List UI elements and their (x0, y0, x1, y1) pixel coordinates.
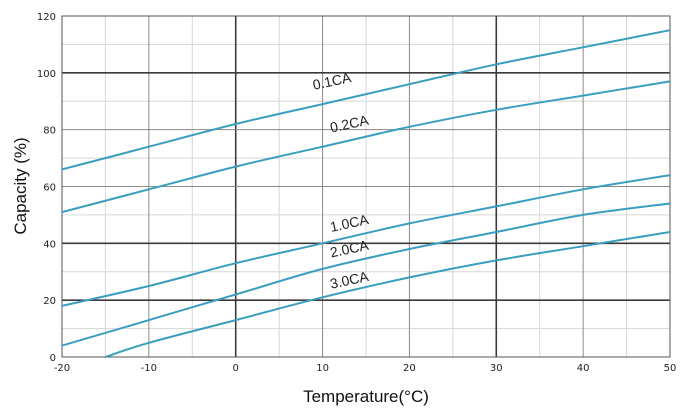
y-tick-label: 20 (43, 296, 56, 307)
x-tick-label: 0 (233, 363, 239, 374)
series-line-3.0CA (105, 231, 671, 358)
series-line-2.0CA (61, 202, 671, 347)
y-tick-label: 60 (43, 183, 56, 194)
x-tick-label: 10 (316, 363, 329, 374)
tick-labels: -20 -10 0 10 20 30 40 50 0 20 40 60 80 100 120 (37, 12, 676, 374)
y-tick-label: 100 (37, 69, 56, 80)
x-tick-label: 40 (577, 363, 590, 374)
series (61, 29, 671, 358)
y-tick-label: 40 (43, 239, 56, 250)
y-tick-label: 120 (37, 12, 56, 23)
y-axis-title: Capacity (%) (11, 137, 30, 234)
series-line-0.2CA (61, 80, 671, 214)
x-axis-title: Temperature(°C) (303, 387, 429, 406)
grid (61, 15, 671, 358)
series-line-1.0CA (61, 174, 671, 307)
x-tick-label: -10 (141, 363, 157, 374)
y-tick-label: 80 (43, 126, 56, 137)
x-tick-label: 50 (664, 363, 677, 374)
plot-frame (61, 15, 671, 358)
y-tick-label: 0 (50, 353, 56, 364)
x-tick-label: 30 (490, 363, 503, 374)
series-line-0.1CA (61, 29, 671, 171)
x-tick-label: 20 (403, 363, 416, 374)
x-tick-label: -20 (54, 363, 70, 374)
